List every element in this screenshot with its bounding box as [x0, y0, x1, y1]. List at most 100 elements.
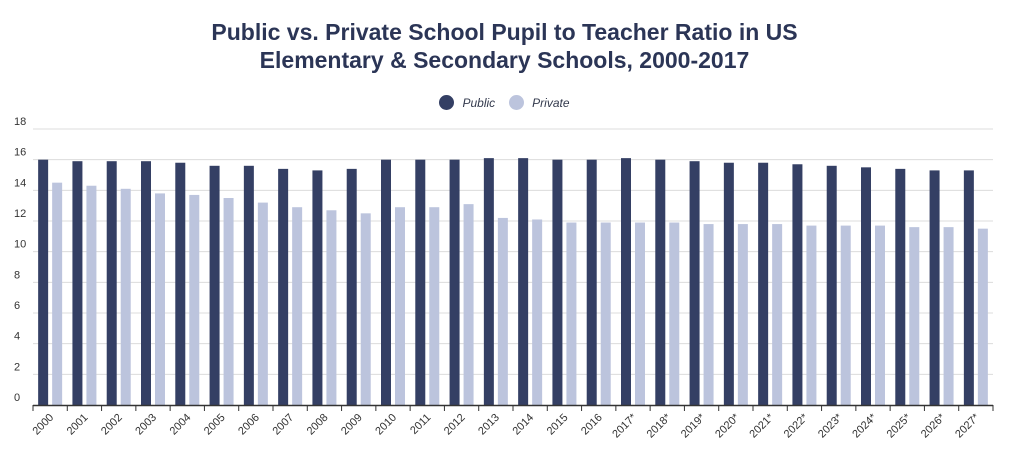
bar-public[interactable] — [381, 159, 391, 405]
x-tick-label: 2027* — [953, 411, 982, 440]
bar-public[interactable] — [895, 168, 906, 405]
bar-private[interactable] — [806, 225, 817, 405]
x-tick-label: 2016 — [579, 412, 605, 438]
y-tick-label: 12 — [14, 208, 26, 220]
legend-item-public[interactable]: Public — [439, 95, 495, 110]
x-tick-label: 2010 — [373, 412, 399, 438]
bar-public[interactable] — [243, 165, 254, 405]
bar-private[interactable] — [429, 207, 440, 405]
x-tick-label: 2003 — [133, 412, 159, 438]
x-tick-label: 2007 — [270, 412, 296, 438]
x-tick-label: 2026* — [919, 411, 948, 440]
x-tick-label: 2004 — [168, 412, 194, 438]
bar-public[interactable] — [141, 161, 151, 405]
x-tick-label: 2018* — [645, 411, 674, 440]
bar-private[interactable] — [120, 188, 131, 405]
bar-public[interactable] — [175, 162, 186, 405]
bar-public[interactable] — [483, 158, 494, 405]
bar-private[interactable] — [703, 224, 714, 405]
bar-private[interactable] — [326, 210, 337, 405]
y-tick-label: 2 — [14, 361, 20, 373]
bar-public[interactable] — [278, 168, 289, 405]
bar-public[interactable] — [312, 170, 323, 405]
bar-private[interactable] — [395, 207, 405, 405]
x-tick-label: 2023* — [816, 411, 845, 440]
bar-private[interactable] — [497, 217, 508, 405]
x-tick-label: 2002 — [99, 412, 125, 438]
bar-public[interactable] — [449, 159, 460, 405]
y-tick-label: 6 — [14, 300, 20, 312]
y-tick-label: 14 — [14, 177, 26, 189]
bar-private[interactable] — [257, 202, 268, 405]
bar-private[interactable] — [840, 225, 851, 405]
bar-private[interactable] — [566, 222, 577, 405]
x-tick-label: 2019* — [679, 411, 708, 440]
chart-title-line-1: Public vs. Private School Pupil to Teach… — [211, 19, 798, 45]
bar-private[interactable] — [532, 219, 543, 405]
x-tick-label: 2014 — [510, 412, 536, 438]
x-tick-label: 2025* — [885, 411, 914, 440]
x-tick-label: 2024* — [850, 411, 879, 440]
y-tick-label: 18 — [14, 116, 26, 128]
bar-public[interactable] — [72, 161, 83, 405]
bar-private[interactable] — [463, 204, 474, 405]
bar-public[interactable] — [826, 165, 837, 405]
bar-private[interactable] — [292, 207, 303, 405]
x-tick-label: 2011 — [408, 412, 433, 437]
bar-private[interactable] — [909, 227, 920, 405]
x-tick-label: 2015 — [545, 412, 571, 438]
bar-private[interactable] — [737, 224, 748, 405]
bar-private[interactable] — [669, 222, 680, 405]
chart-title-line-2: Elementary & Secondary Schools, 2000-201… — [259, 47, 750, 73]
bar-public[interactable] — [586, 159, 597, 405]
legend-label-public: Public — [462, 95, 496, 110]
bar-private[interactable] — [600, 222, 611, 405]
bar-public[interactable] — [106, 161, 117, 405]
legend-swatch-private — [509, 95, 525, 110]
bar-public[interactable] — [929, 170, 940, 405]
bar-public[interactable] — [209, 165, 220, 405]
bar-private[interactable] — [875, 225, 885, 405]
x-tick-label: 2013 — [476, 412, 502, 438]
y-tick-label: 8 — [14, 269, 20, 281]
bar-public[interactable] — [861, 167, 871, 405]
x-tick-label: 2005 — [202, 412, 228, 438]
y-tick-label: 0 — [14, 392, 20, 404]
bar-public[interactable] — [518, 158, 529, 405]
y-tick-label: 16 — [14, 147, 26, 159]
bar-public[interactable] — [689, 161, 700, 405]
legend-item-private[interactable]: Private — [509, 95, 570, 110]
chart-title: Public vs. Private School Pupil to Teach… — [0, 18, 1009, 74]
x-tick-label: 2017* — [610, 411, 639, 440]
x-tick-label: 2021* — [747, 411, 776, 440]
bar-private[interactable] — [360, 213, 371, 405]
x-tick-label: 2012 — [442, 412, 468, 438]
bar-public[interactable] — [552, 159, 563, 405]
x-tick-label: 2008 — [305, 412, 331, 438]
bar-private[interactable] — [86, 185, 97, 405]
bar-private[interactable] — [772, 224, 783, 405]
bar-public[interactable] — [792, 164, 803, 405]
bar-public[interactable] — [621, 158, 631, 405]
bar-public[interactable] — [346, 168, 357, 405]
bar-public[interactable] — [963, 170, 974, 405]
bar-public[interactable] — [723, 162, 734, 405]
bar-private[interactable] — [635, 222, 645, 405]
x-tick-label: 2022* — [782, 411, 811, 440]
legend-swatch-public — [439, 95, 455, 110]
x-tick-label: 2020* — [713, 411, 742, 440]
bar-public[interactable] — [655, 159, 666, 405]
y-tick-label: 10 — [14, 239, 26, 251]
x-tick-label: 2009 — [339, 412, 365, 438]
bar-public[interactable] — [758, 162, 769, 405]
bar-public[interactable] — [38, 159, 49, 405]
bar-public[interactable] — [415, 159, 426, 405]
bar-private[interactable] — [223, 198, 234, 405]
bar-private[interactable] — [943, 227, 954, 405]
y-tick-label: 4 — [14, 331, 20, 343]
bar-private[interactable] — [155, 193, 165, 405]
bar-private[interactable] — [189, 194, 200, 405]
bar-private[interactable] — [52, 182, 63, 405]
bar-private[interactable] — [977, 228, 988, 405]
